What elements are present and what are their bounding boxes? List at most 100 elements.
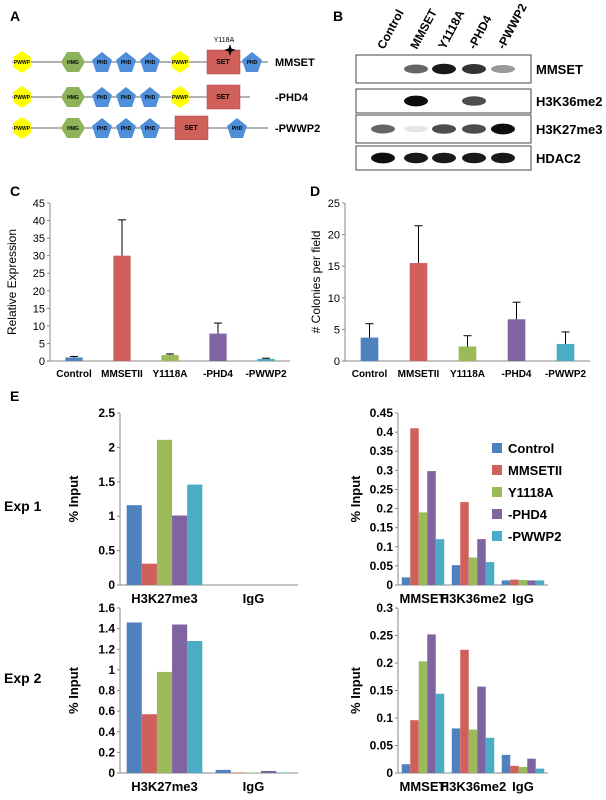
exp2-label: Exp 2 xyxy=(4,670,42,686)
domain-label: PWWP xyxy=(14,95,31,101)
blot-band xyxy=(404,64,428,74)
x-tick-label: Control xyxy=(56,369,92,380)
domain-label: SET xyxy=(216,59,230,66)
pwwp-domain xyxy=(171,86,189,108)
y-tick-label: 45 xyxy=(33,198,45,210)
y-tick-label: 0.05 xyxy=(370,739,394,753)
legend-label: -PHD4 xyxy=(508,507,548,522)
bar xyxy=(535,768,545,773)
blot-band xyxy=(491,65,515,73)
y-tick-label: 1 xyxy=(108,663,115,677)
chart-relative-expression: 0 5 10 15 20 25 30 35 40 45 Control MMSETII Y1118A -P… xyxy=(5,198,290,380)
bar xyxy=(261,770,277,773)
phd-domain xyxy=(140,87,160,107)
phd-domain xyxy=(116,52,136,72)
bar xyxy=(460,649,469,773)
bar xyxy=(172,624,188,773)
bar xyxy=(518,580,528,585)
y-tick-label: 0 xyxy=(108,766,115,780)
bar xyxy=(427,634,436,773)
legend-label: Control xyxy=(508,441,554,456)
y-axis-label: % Input xyxy=(350,666,363,714)
bar xyxy=(113,255,131,361)
blot-lane-label: -PHD4 xyxy=(465,13,494,52)
hmg-domain xyxy=(61,87,85,107)
domain-label: HMG xyxy=(67,95,79,101)
y-tick-label: 1.5 xyxy=(98,475,115,489)
y-tick-label: 0 xyxy=(39,356,45,368)
x-tick-label: H3K36me2 xyxy=(440,779,507,794)
y-tick-label: 0.8 xyxy=(98,684,115,698)
phd-domain xyxy=(227,118,247,138)
x-tick-label: -PHD4 xyxy=(501,369,531,380)
chart-exp1-h3k27me3: 0 0.5 1 1.5 2 2.5 H3K27me3 IgG % Input xyxy=(66,406,298,605)
legend-swatch xyxy=(492,465,502,475)
bar xyxy=(161,355,179,361)
y-tick-label: 2.5 xyxy=(98,406,115,420)
bar xyxy=(556,343,575,361)
y-tick-label: 20 xyxy=(328,230,340,242)
construct-label: MMSET xyxy=(275,57,315,69)
blot-band xyxy=(462,96,486,106)
y-axis-label: # Colonies per field xyxy=(309,231,323,334)
blot-band xyxy=(371,124,395,134)
domain-label: PHD xyxy=(97,60,108,66)
domain-label: PHD xyxy=(145,95,156,101)
x-tick-label: H3K27me3 xyxy=(131,779,198,794)
blot-band xyxy=(432,152,456,164)
blot-band xyxy=(432,124,456,134)
blot-band xyxy=(491,123,515,135)
y-tick-label: 0.45 xyxy=(370,406,394,420)
bar xyxy=(401,577,411,585)
domain-label: PHD xyxy=(247,60,258,66)
bar xyxy=(427,471,436,585)
y-tick-label: 0.4 xyxy=(98,725,115,739)
panel-letter-a: A xyxy=(10,8,21,24)
bar xyxy=(156,671,173,773)
chart-colonies: 0 5 10 15 20 25 Control MMSETII Y1118A -PHD4 -PWWP… xyxy=(309,198,590,380)
bar xyxy=(65,357,83,361)
y-tick-label: 0.2 xyxy=(376,502,393,516)
bar xyxy=(485,562,495,585)
y-tick-label: 2 xyxy=(108,440,115,454)
phd-domain xyxy=(92,52,112,72)
blot-lane-label: Control xyxy=(374,7,406,51)
bar xyxy=(187,641,203,773)
bar xyxy=(141,563,157,585)
x-tick-label: IgG xyxy=(512,779,534,794)
y-tick-label: 25 xyxy=(33,268,45,280)
set-domain xyxy=(206,49,241,75)
x-tick-label: MMSET xyxy=(400,779,447,794)
y-tick-label: 15 xyxy=(33,303,45,315)
phd-domain xyxy=(92,118,112,138)
legend-label: MMSETII xyxy=(508,463,562,478)
pwwp-domain xyxy=(13,86,31,108)
y-tick-label: 10 xyxy=(328,293,340,305)
y-tick-label: 25 xyxy=(328,198,340,210)
bar xyxy=(209,333,227,361)
y-tick-label: 0.6 xyxy=(98,704,115,718)
bar xyxy=(187,484,203,585)
bar xyxy=(276,772,292,773)
y-tick-label: 0.3 xyxy=(376,601,393,615)
legend-swatch xyxy=(492,531,502,541)
x-tick-label: Y1118A xyxy=(450,369,485,380)
bar xyxy=(156,439,173,585)
bar xyxy=(458,346,477,361)
panel-letter-b: B xyxy=(333,8,344,24)
x-tick-label: H3K36me2 xyxy=(440,591,507,605)
x-tick-label: MMSET xyxy=(400,591,447,605)
domain-label: PWWP xyxy=(14,126,31,132)
bar xyxy=(230,772,246,773)
blot-strip xyxy=(355,88,532,114)
domain-label: PHD xyxy=(121,126,132,132)
bar xyxy=(501,754,511,773)
construct-label: -PWWP2 xyxy=(275,123,320,135)
bar xyxy=(418,512,428,585)
domain-label: PHD xyxy=(121,95,132,101)
x-tick-label: MMSETII xyxy=(101,369,143,380)
mutation-label: Y118A xyxy=(214,37,235,44)
blot-lane-label: Y1118A xyxy=(435,7,467,51)
phd-domain xyxy=(116,118,136,138)
